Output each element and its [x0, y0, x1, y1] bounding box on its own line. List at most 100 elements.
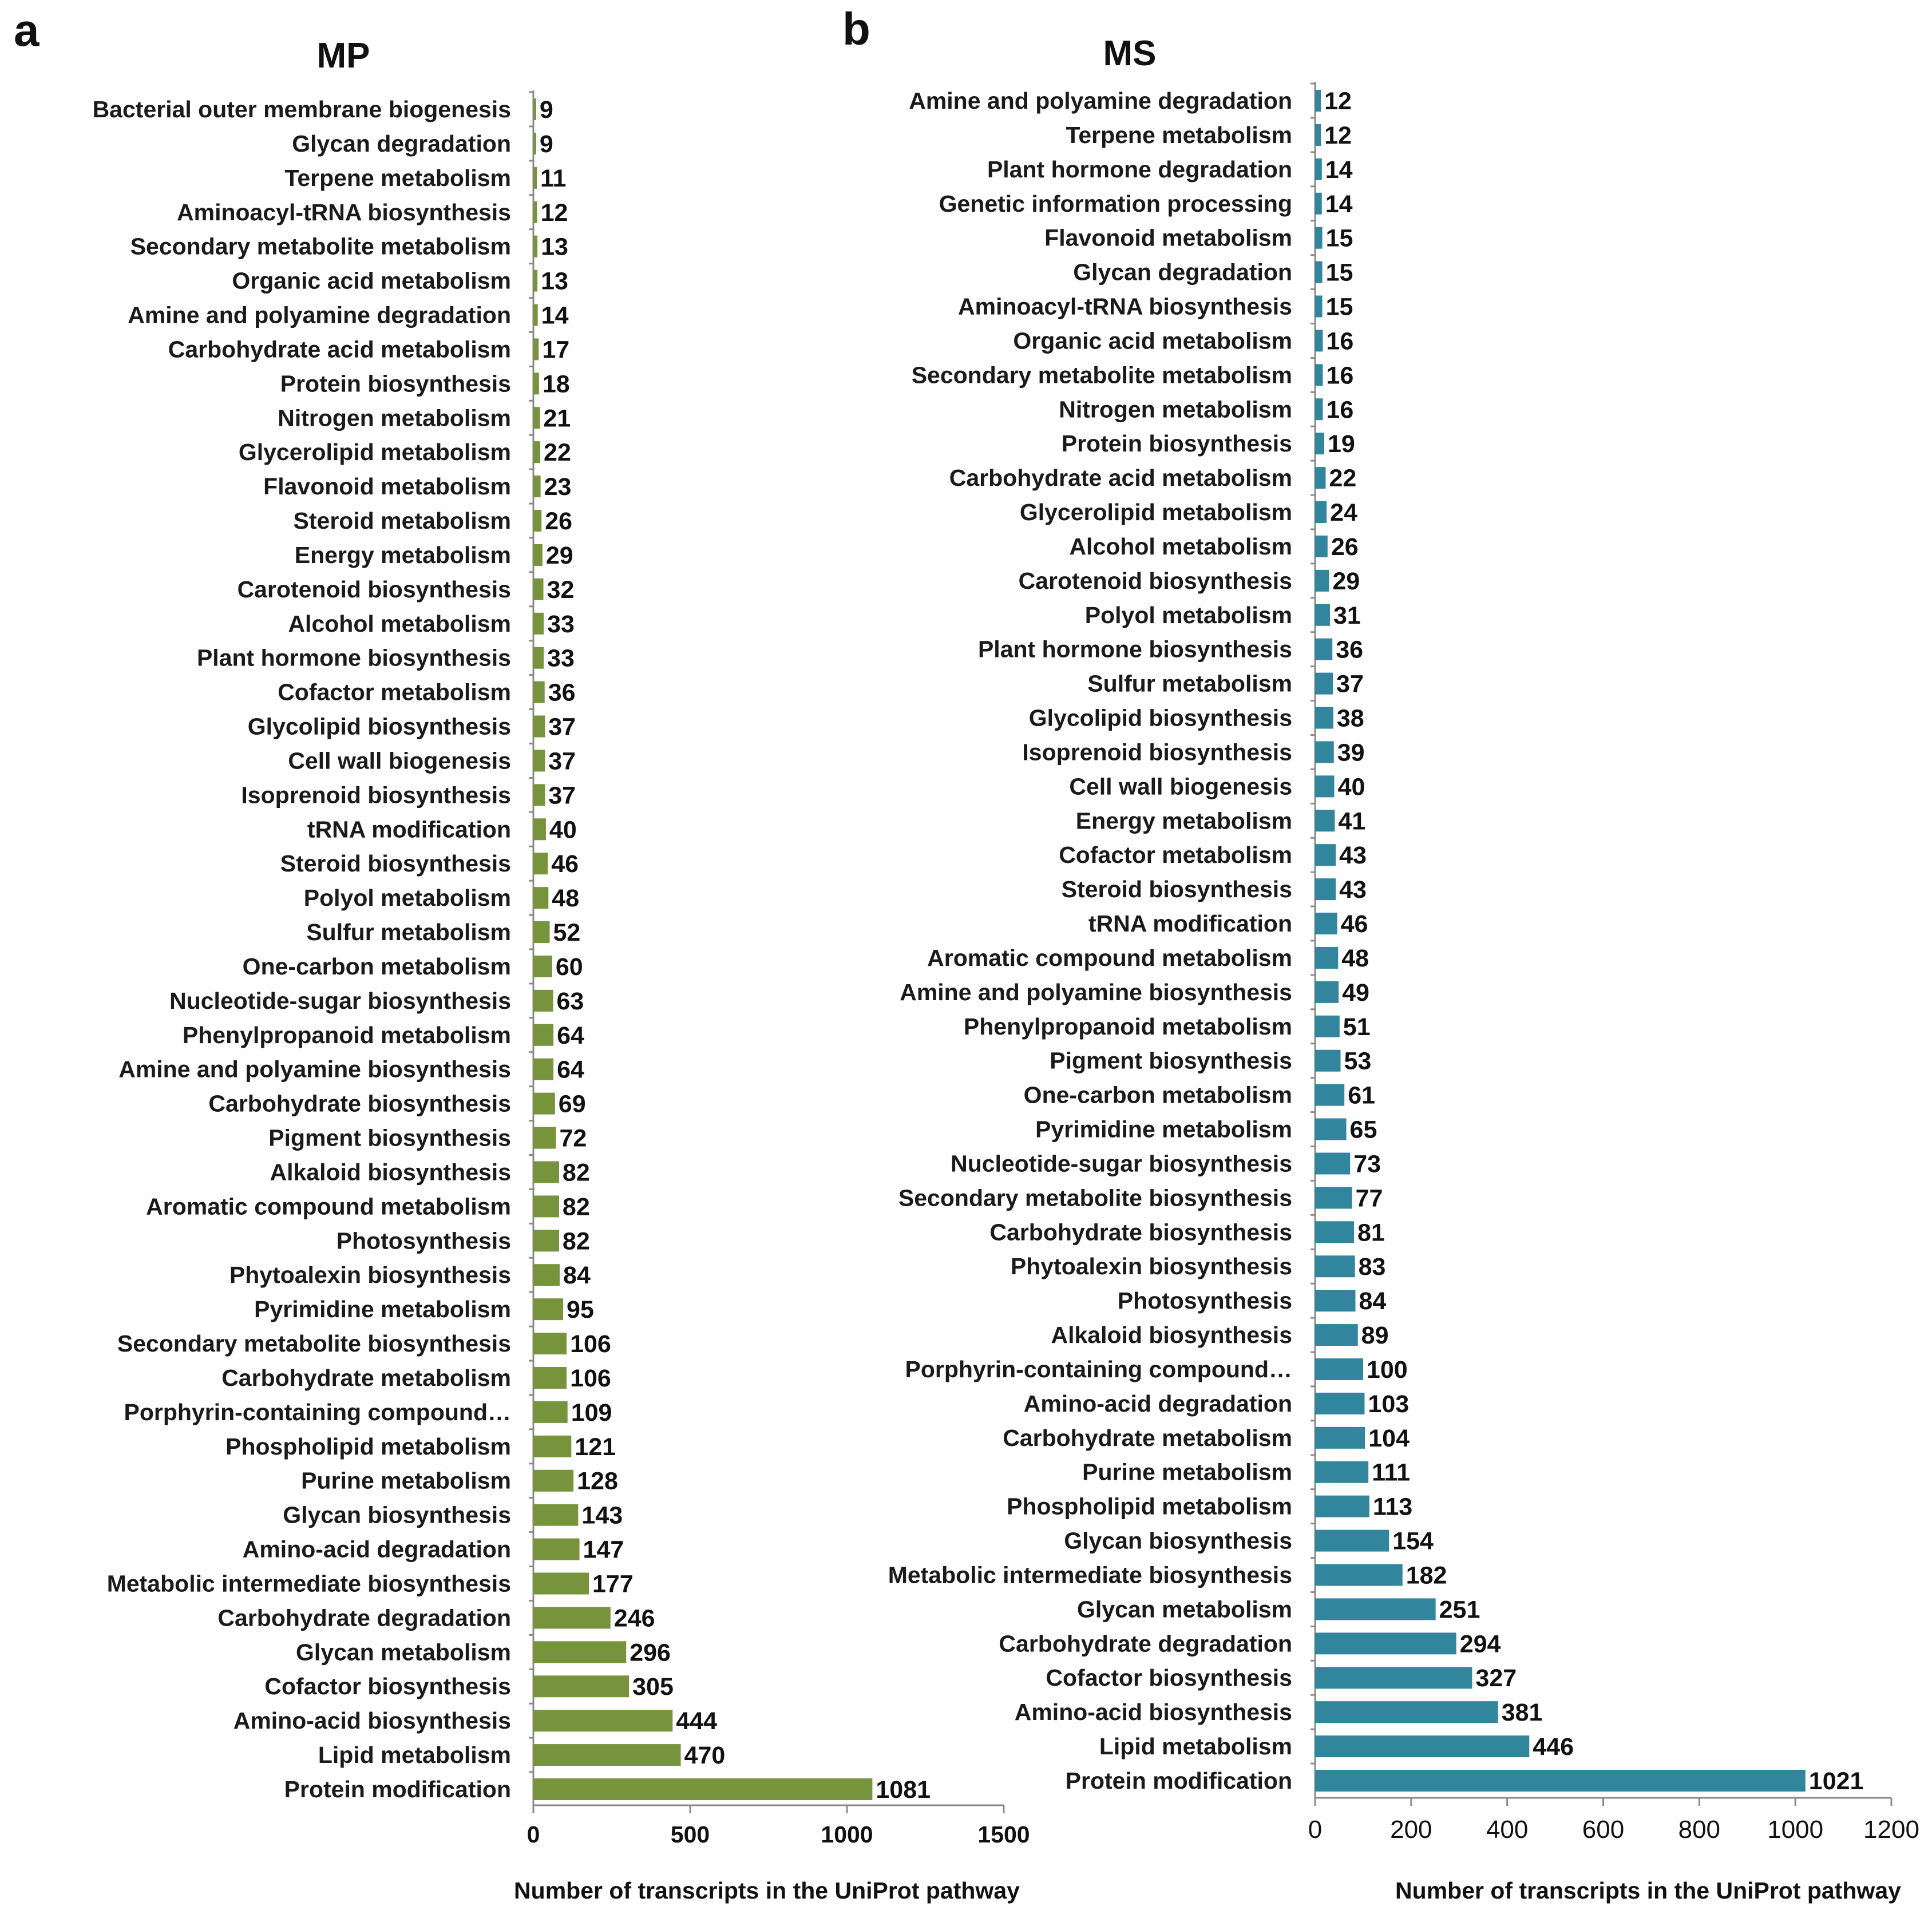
chart-b-value-label: 12: [1324, 88, 1352, 115]
chart-a-bar: [533, 955, 552, 977]
chart-a-bar: [533, 1504, 579, 1526]
chart-a-category-label: Plant hormone biosynthesis: [197, 645, 511, 671]
chart-b-value-label: 38: [1337, 705, 1364, 732]
chart-a-bar: [533, 338, 539, 360]
chart-a-category-label: Steroid metabolism: [294, 508, 511, 534]
chart-b-category-label: tRNA modification: [1088, 910, 1292, 937]
chart-b-category-label: Phospholipid metabolism: [1007, 1493, 1292, 1520]
chart-b-value-label: 77: [1356, 1184, 1383, 1212]
chart-b-value-label: 22: [1329, 465, 1356, 492]
chart-b-x-tick-label: 200: [1390, 1816, 1432, 1844]
chart-b-category-label: Amino-acid degradation: [1024, 1390, 1292, 1417]
chart-b-bar: [1315, 124, 1321, 146]
chart-b-bar: [1315, 158, 1322, 180]
chart-b-bar: [1315, 501, 1327, 524]
chart-b-bar: [1315, 878, 1336, 901]
chart-a-bar: [533, 1710, 673, 1732]
chart-a-bar: [533, 750, 545, 772]
chart-b-value-label: 446: [1533, 1733, 1574, 1761]
chart-a-bar: [533, 167, 537, 189]
chart-a-category-label: Isoprenoid biosynthesis: [241, 782, 511, 808]
chart-a-value-label: 23: [544, 473, 572, 501]
chart-b-bar: [1315, 1221, 1354, 1243]
chart-a-category-label: Phytoalexin biosynthesis: [229, 1262, 511, 1288]
chart-a-value-label: 106: [570, 1330, 611, 1358]
chart-b-bar: [1315, 810, 1335, 832]
chart-a-category-label: Lipid metabolism: [318, 1742, 511, 1768]
chart-b-category-label: Glycan degradation: [1073, 259, 1292, 286]
chart-a-value-label: 246: [614, 1604, 655, 1632]
chart-b-x-tick-label: 1200: [1863, 1816, 1919, 1844]
chart-b-value-label: 73: [1353, 1150, 1381, 1178]
chart-a-value-label: 12: [541, 199, 568, 227]
chart-b-bar: [1315, 946, 1339, 969]
chart-b-value-label: 83: [1359, 1253, 1386, 1281]
chart-a-category-label: Aminoacyl-tRNA biosynthesis: [177, 199, 511, 225]
chart-b-value-label: 36: [1336, 636, 1363, 664]
chart-a-category-label: One-carbon metabolism: [243, 953, 511, 980]
chart-b-bar: [1315, 1255, 1355, 1278]
chart-a-value-label: 109: [571, 1399, 612, 1426]
chart-b-category-label: Secondary metabolite biosynthesis: [898, 1184, 1292, 1211]
chart-a-bar: [533, 1401, 568, 1423]
panel-letter-a: a: [14, 5, 39, 56]
chart-b-bar: [1315, 1598, 1436, 1620]
chart-a-value-label: 82: [563, 1193, 590, 1220]
chart-b-value-label: 15: [1326, 294, 1353, 321]
chart-b-category-label: Amino-acid biosynthesis: [1015, 1699, 1292, 1725]
chart-a-value-label: 9: [540, 130, 553, 158]
chart-b-category-label: Porphyrin-containing compound…: [905, 1356, 1292, 1382]
chart-a-bar: [533, 1333, 567, 1355]
chart-a-category-label: Carbohydrate metabolism: [221, 1365, 511, 1391]
chart-b-category-label: Protein modification: [1066, 1768, 1292, 1794]
chart-b-x-tick-label: 0: [1308, 1816, 1322, 1844]
chart-a-value-label: 9: [540, 96, 553, 124]
chart-b-category-label: Isoprenoid biosynthesis: [1022, 739, 1292, 765]
chart-b-bar: [1315, 535, 1328, 557]
chart-a-category-label: Sulfur metabolism: [306, 919, 511, 945]
chart-b-bar: [1315, 604, 1331, 626]
chart-a-bar: [533, 270, 538, 292]
chart-b-bar: [1315, 1358, 1363, 1380]
chart-b-value-label: 81: [1357, 1219, 1385, 1246]
chart-a-value-label: 64: [557, 1022, 584, 1049]
chart-b-category-label: Steroid biosynthesis: [1062, 876, 1292, 902]
chart-a-category-label: Energy metabolism: [295, 542, 511, 568]
chart-b-value-label: 84: [1359, 1287, 1386, 1315]
chart-b-bar: [1315, 1015, 1340, 1037]
chart-a-category-label: Protein biosynthesis: [280, 370, 511, 397]
chart-b-category-label: Cofactor biosynthesis: [1046, 1665, 1292, 1691]
chart-b-bar: [1315, 707, 1333, 729]
chart-a-value-label: 17: [542, 336, 569, 363]
chart-b-value-label: 39: [1337, 739, 1365, 766]
chart-a-value-label: 470: [684, 1742, 726, 1769]
chart-a-value-label: 121: [575, 1433, 616, 1461]
chart-a-bar: [533, 98, 536, 120]
chart-a-bar: [533, 1607, 611, 1629]
chart-a-category-label: Secondary metabolite biosynthesis: [117, 1330, 511, 1357]
chart-b-value-label: 104: [1368, 1425, 1410, 1452]
chart-b-value-label: 46: [1341, 910, 1368, 938]
chart-b-category-label: Plant hormone biosynthesis: [978, 636, 1292, 663]
chart-b-x-tick-label: 600: [1582, 1816, 1624, 1844]
chart-a-category-label: Pigment biosynthesis: [268, 1125, 511, 1151]
chart-b-x-tick-label: 800: [1678, 1816, 1720, 1844]
chart-b-category-label: Pigment biosynthesis: [1050, 1048, 1292, 1074]
chart-b-bar: [1315, 1118, 1347, 1140]
chart-a-category-label: Nitrogen metabolism: [278, 405, 511, 431]
chart-a-x-tick-label: 1000: [821, 1821, 873, 1848]
chart-a-value-label: 147: [583, 1536, 624, 1564]
chart-b-category-label: Aromatic compound metabolism: [927, 945, 1292, 971]
chart-a-category-label: Polyol metabolism: [304, 885, 511, 911]
chart-a-bar: [533, 1572, 589, 1595]
chart-b-category-label: Plant hormone degradation: [987, 156, 1292, 183]
chart-b-value-label: 103: [1368, 1390, 1409, 1418]
chart-b-category-label: Carbohydrate biosynthesis: [989, 1219, 1292, 1245]
chart-a-category-label: Protein modification: [284, 1776, 511, 1802]
chart-a-bar: [533, 853, 548, 875]
chart-a-category-label: tRNA modification: [307, 816, 511, 842]
chart-b-value-label: 15: [1326, 259, 1353, 287]
chart-a-bar: [533, 201, 537, 223]
chart-a-bar: [533, 784, 545, 806]
chart-b-category-label: Photosynthesis: [1118, 1287, 1292, 1314]
